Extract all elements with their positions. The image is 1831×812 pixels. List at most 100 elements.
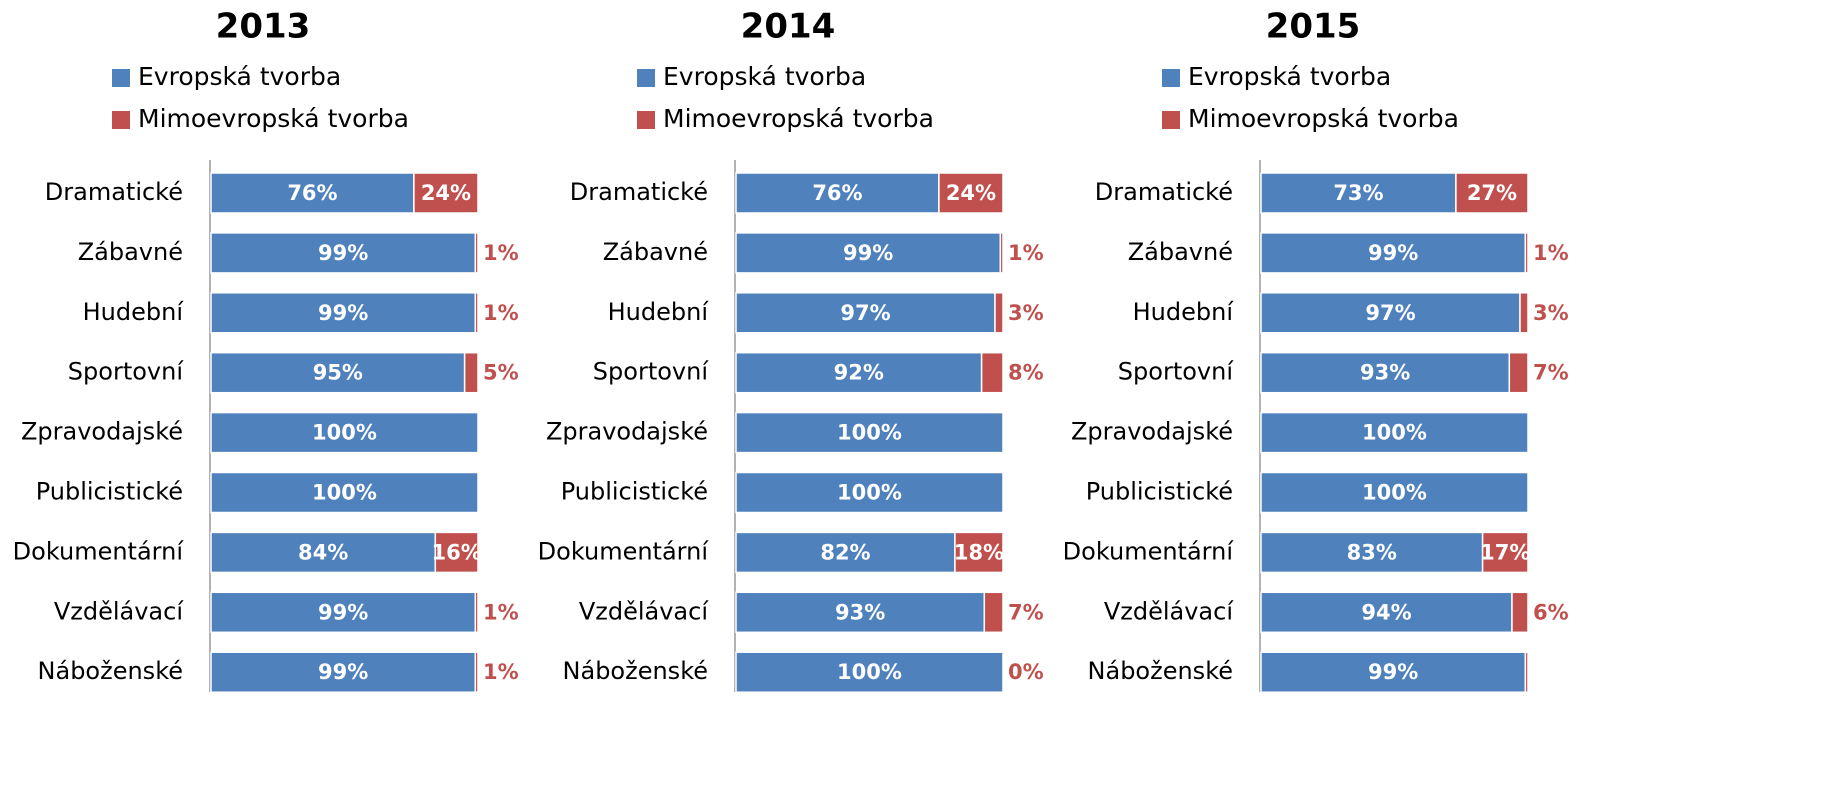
bar-segment: [994, 292, 1004, 334]
bar-segment: [474, 292, 479, 334]
value-label: 0%: [1008, 660, 1044, 684]
category-label: Dokumentární: [538, 537, 710, 565]
category-label: Hudební: [1133, 298, 1235, 326]
category-label: Sportovní: [68, 358, 185, 386]
value-label: 7%: [1008, 600, 1044, 624]
value-label: 99%: [843, 241, 893, 265]
category-label: Sportovní: [1118, 358, 1235, 386]
bar-segment: [1524, 651, 1529, 693]
value-label: 95%: [313, 361, 363, 385]
category-label: Dramatické: [570, 178, 708, 206]
category-label: Dramatické: [45, 178, 183, 206]
bar-segment: [434, 531, 479, 574]
bar-segment: [1260, 531, 1484, 574]
category-label: Dokumentární: [1063, 537, 1235, 565]
bar-segment: [210, 471, 479, 514]
value-label: 27%: [1467, 181, 1517, 205]
bar-segment: [1260, 292, 1521, 334]
bar-segment: [210, 651, 477, 693]
value-label: 99%: [1368, 660, 1418, 684]
category-label: Publicistické: [36, 478, 183, 506]
bar-segment: [954, 531, 1004, 574]
chart-title: 2013: [216, 7, 311, 47]
category-label: Náboženské: [38, 657, 183, 685]
category-label: Náboženské: [563, 657, 708, 685]
value-label: 100%: [837, 481, 902, 505]
legend-swatch: [1162, 111, 1180, 129]
bar-segment: [1519, 292, 1529, 334]
bar-segment: [735, 471, 1004, 514]
bar-segment: [413, 172, 479, 214]
category-label: Hudební: [608, 298, 710, 326]
value-label: 100%: [312, 481, 377, 505]
legend-swatch: [112, 111, 130, 129]
legend-swatch: [112, 69, 130, 87]
bar-segment: [1455, 172, 1529, 214]
bar-segment: [1511, 591, 1529, 634]
bar-segment: [735, 651, 1004, 693]
value-label: 100%: [312, 421, 377, 445]
value-label: 100%: [1362, 481, 1427, 505]
value-label: 1%: [483, 301, 519, 325]
bar-segment: [938, 172, 1004, 214]
value-label: 24%: [421, 181, 471, 205]
value-label: 94%: [1361, 600, 1411, 624]
value-label: 1%: [483, 660, 519, 684]
category-label: Náboženské: [1088, 657, 1233, 685]
bar-segment: [735, 351, 983, 394]
bar-segment: [474, 232, 479, 274]
bar-segment: [1260, 471, 1529, 514]
bar-segment: [474, 651, 479, 693]
bar-segment: [1481, 531, 1529, 574]
legend-label: Evropská tvorba: [138, 62, 341, 91]
value-label: 93%: [835, 600, 885, 624]
value-label: 76%: [287, 181, 337, 205]
value-label: 1%: [483, 241, 519, 265]
category-label: Publicistické: [561, 478, 708, 506]
bar-segment: [1260, 651, 1527, 693]
category-label: Zpravodajské: [21, 418, 183, 446]
legend-label: Evropská tvorba: [663, 62, 866, 91]
bar-segment: [1260, 411, 1529, 454]
value-label: 6%: [1533, 600, 1569, 624]
value-label: 100%: [1362, 421, 1427, 445]
category-label: Vzdělávací: [1104, 597, 1234, 625]
value-label: 93%: [1360, 361, 1410, 385]
category-label: Sportovní: [593, 358, 710, 386]
category-label: Vzdělávací: [54, 597, 184, 625]
value-label: 3%: [1533, 301, 1569, 325]
value-label: 8%: [1008, 361, 1044, 385]
value-label: 16%: [432, 540, 482, 564]
bar-segment: [735, 232, 1002, 274]
value-label: 99%: [318, 660, 368, 684]
value-label: 99%: [318, 600, 368, 624]
value-label: 99%: [318, 241, 368, 265]
value-label: 76%: [812, 181, 862, 205]
value-label: 92%: [834, 361, 884, 385]
legend-swatch: [637, 111, 655, 129]
value-label: 17%: [1480, 540, 1530, 564]
value-label: 1%: [1533, 241, 1569, 265]
category-label: Publicistické: [1086, 478, 1233, 506]
value-label: 99%: [1368, 241, 1418, 265]
bar-segment: [735, 292, 996, 334]
bar-segment: [1524, 232, 1529, 274]
value-label: 1%: [1008, 241, 1044, 265]
value-label: 100%: [837, 421, 902, 445]
value-label: 83%: [1347, 540, 1397, 564]
value-label: 99%: [318, 301, 368, 325]
value-label: 1%: [483, 600, 519, 624]
category-label: Zábavné: [1128, 238, 1233, 266]
category-label: Vzdělávací: [579, 597, 709, 625]
bar-segment: [735, 411, 1004, 454]
value-label: 84%: [298, 540, 348, 564]
bar-segment: [983, 591, 1004, 634]
value-label: 3%: [1008, 301, 1044, 325]
bar-segment: [210, 232, 477, 274]
value-label: 18%: [954, 540, 1004, 564]
legend-swatch: [1162, 69, 1180, 87]
chart-title: 2014: [741, 7, 836, 47]
bar-segment: [735, 591, 986, 634]
category-label: Dokumentární: [13, 537, 185, 565]
